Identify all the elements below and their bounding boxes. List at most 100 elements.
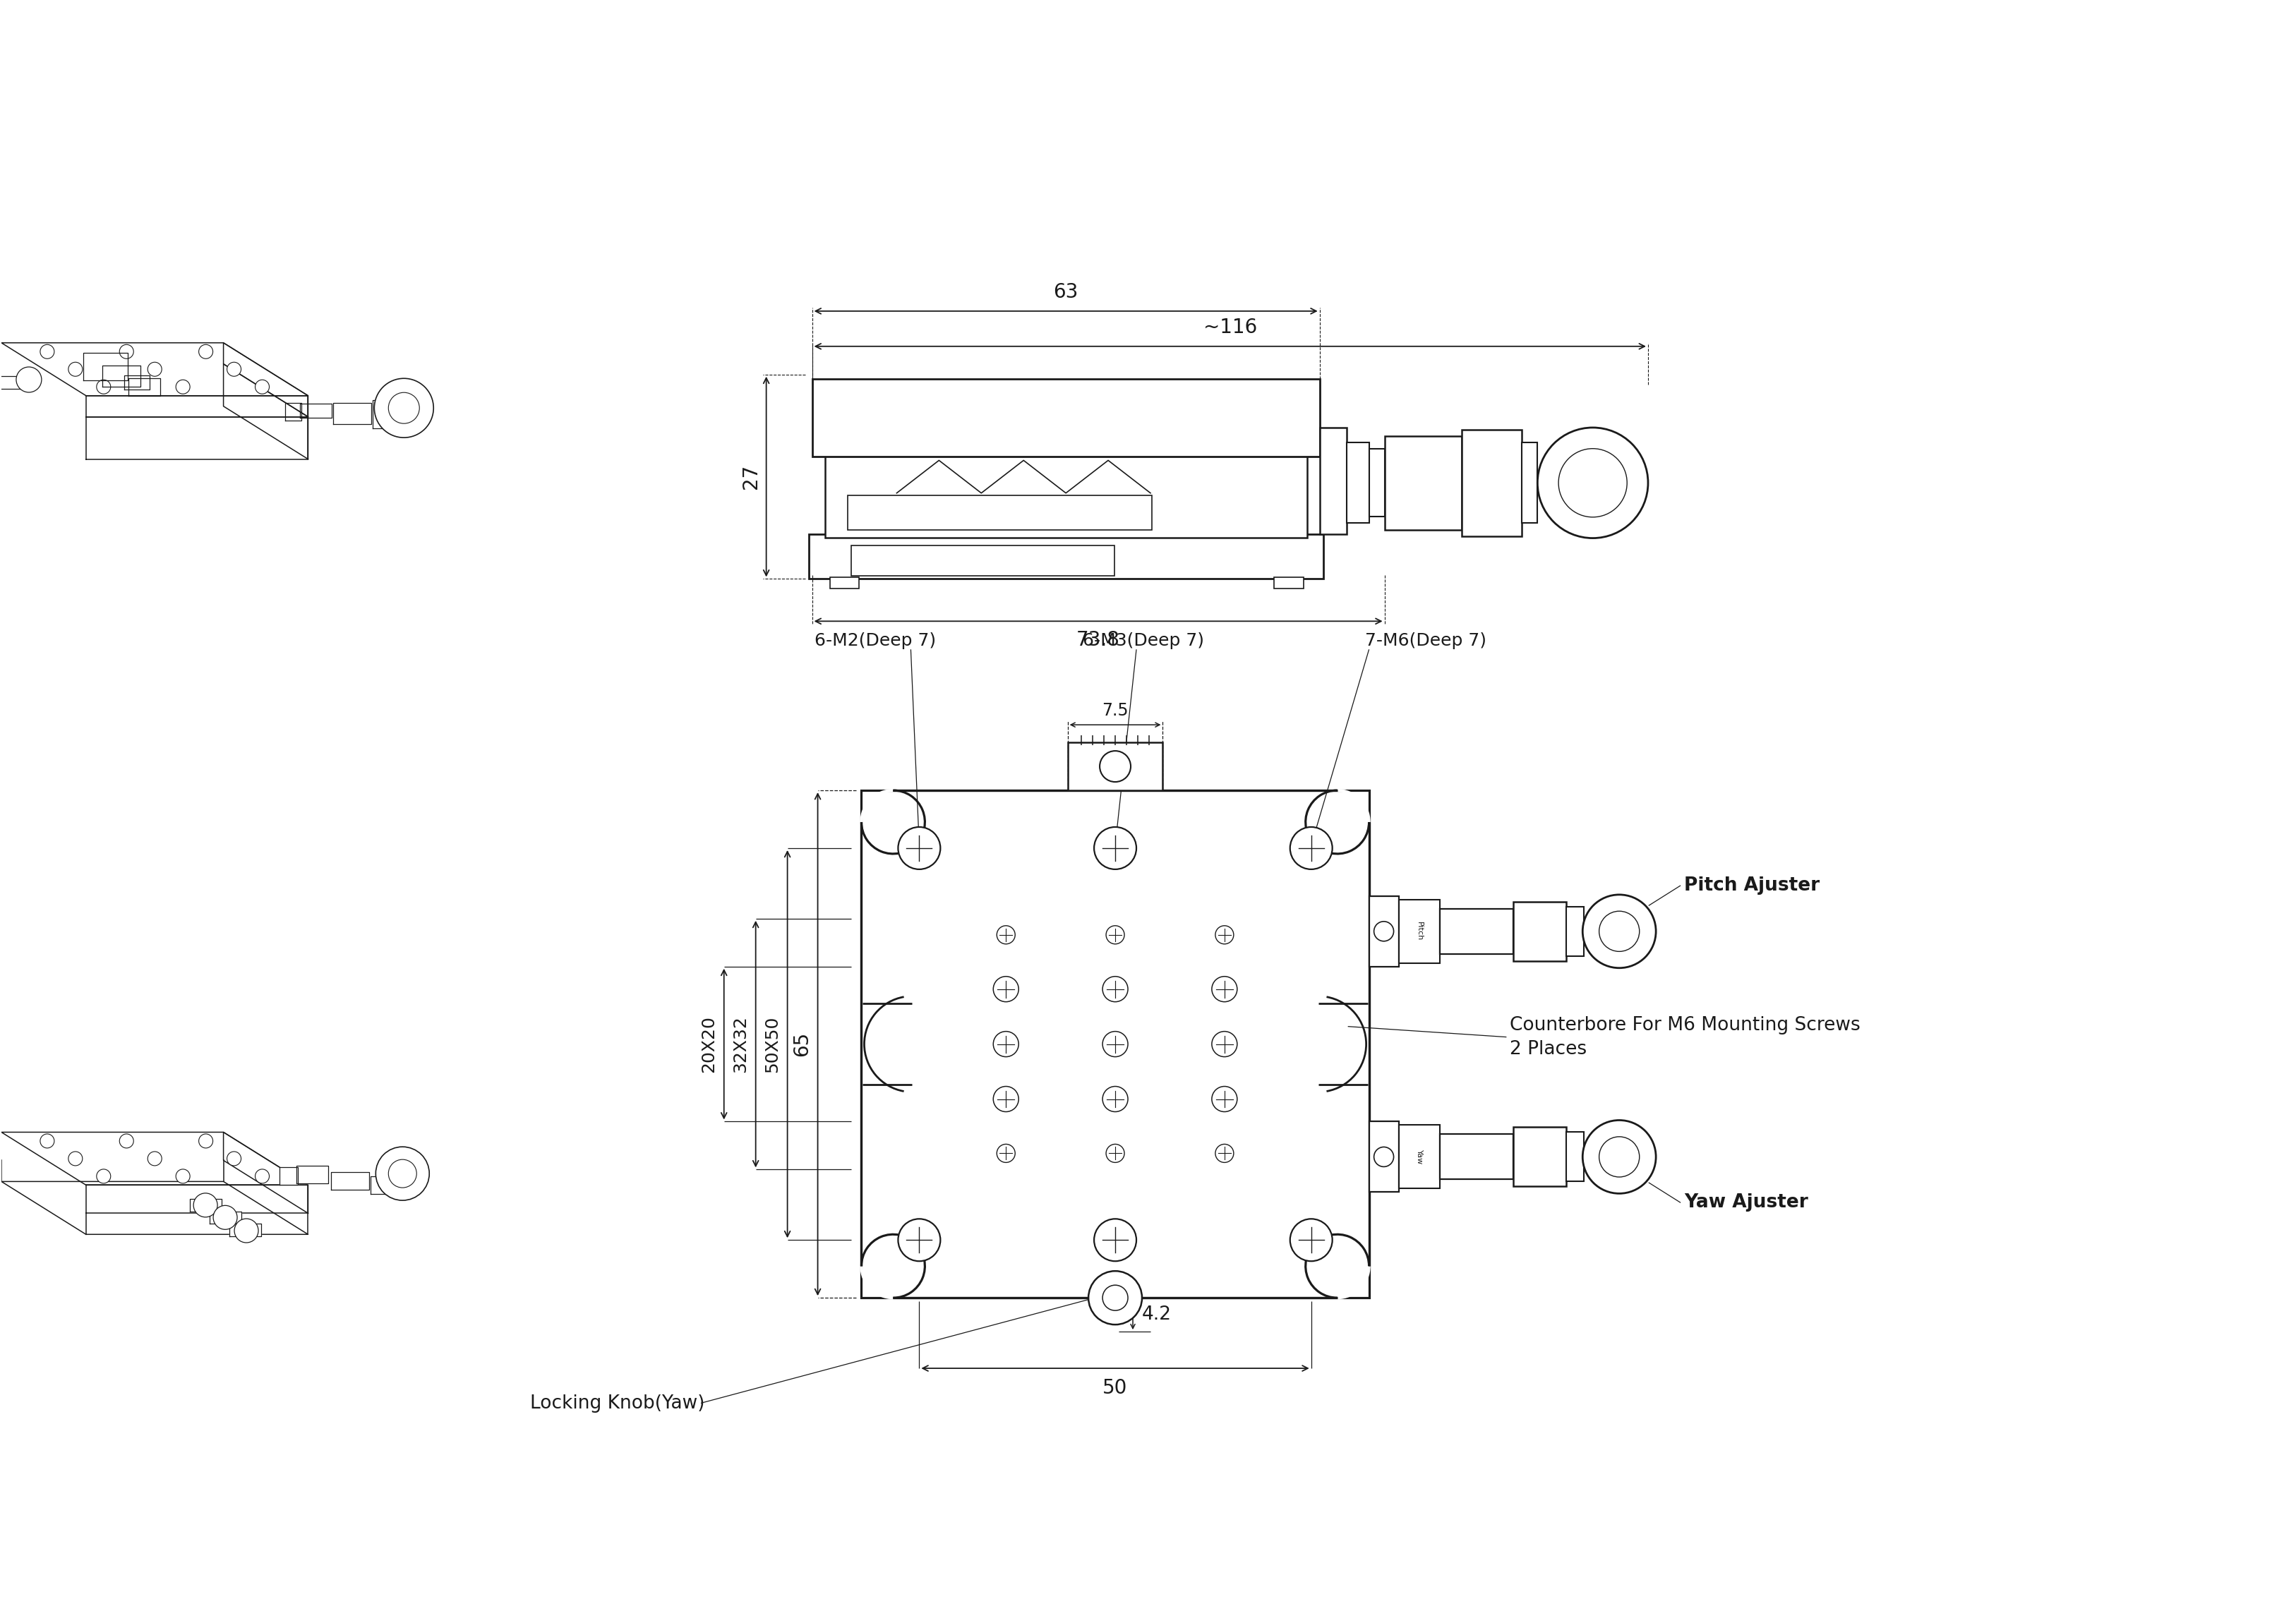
Circle shape [1215, 925, 1233, 945]
Circle shape [16, 367, 41, 393]
Text: Counterbore For M6 Mounting Screws
2 Places: Counterbore For M6 Mounting Screws 2 Pla… [1511, 1016, 1860, 1058]
Circle shape [177, 1169, 191, 1183]
Circle shape [898, 1219, 941, 1261]
Circle shape [147, 362, 161, 377]
Circle shape [388, 1159, 416, 1188]
Bar [1440, 909, 1513, 954]
Circle shape [374, 378, 434, 438]
Bar [852, 545, 1116, 576]
Bar [1068, 742, 1162, 790]
Bar [1384, 437, 1463, 529]
Text: 32X32: 32X32 [732, 1016, 748, 1073]
Circle shape [1095, 828, 1137, 870]
Bar [808, 534, 1322, 579]
Bar [1513, 902, 1566, 961]
Bar [1463, 430, 1522, 536]
Bar [813, 378, 1320, 456]
Circle shape [377, 1147, 429, 1201]
Circle shape [996, 1144, 1015, 1162]
Circle shape [193, 1193, 218, 1217]
Bar [1368, 1121, 1398, 1191]
Circle shape [39, 344, 55, 359]
Text: 65: 65 [792, 1032, 813, 1057]
Circle shape [1212, 1086, 1238, 1112]
Bar [1320, 428, 1345, 534]
Circle shape [1102, 1285, 1127, 1310]
Text: Pitch: Pitch [1417, 922, 1424, 941]
Circle shape [994, 1086, 1019, 1112]
Circle shape [200, 344, 214, 359]
Circle shape [388, 393, 420, 424]
Circle shape [177, 380, 191, 394]
Bar [1345, 443, 1368, 523]
Text: 73.8: 73.8 [1077, 630, 1120, 651]
Bar [1398, 899, 1440, 962]
Circle shape [119, 344, 133, 359]
Circle shape [227, 1152, 241, 1165]
Polygon shape [280, 1167, 298, 1185]
Polygon shape [191, 1199, 220, 1211]
Polygon shape [230, 1224, 262, 1237]
Circle shape [1102, 1086, 1127, 1112]
Circle shape [214, 1206, 236, 1230]
Circle shape [1107, 1144, 1125, 1162]
Circle shape [1538, 427, 1649, 539]
Bar [1274, 578, 1304, 589]
Circle shape [996, 925, 1015, 945]
Bar [829, 578, 859, 589]
Bar [1522, 443, 1538, 523]
Text: ~116: ~116 [1203, 318, 1256, 338]
Circle shape [69, 362, 83, 377]
Circle shape [1212, 1031, 1238, 1057]
Circle shape [1598, 1136, 1639, 1177]
Text: 6-M2(Deep 7): 6-M2(Deep 7) [815, 633, 937, 649]
Bar [1566, 1133, 1584, 1182]
Circle shape [96, 1169, 110, 1183]
Circle shape [1582, 1120, 1655, 1193]
Text: Yaw: Yaw [1417, 1149, 1424, 1164]
Circle shape [994, 977, 1019, 1001]
Circle shape [1373, 1147, 1394, 1167]
Circle shape [255, 1169, 269, 1183]
Text: 50: 50 [1102, 1378, 1127, 1397]
Circle shape [898, 828, 941, 870]
Circle shape [1290, 828, 1332, 870]
Circle shape [1102, 1031, 1127, 1057]
Circle shape [147, 1152, 161, 1165]
Circle shape [234, 1219, 259, 1243]
Circle shape [1107, 925, 1125, 945]
Polygon shape [331, 1172, 370, 1190]
Circle shape [1215, 1144, 1233, 1162]
Bar [1566, 907, 1584, 956]
Circle shape [1100, 751, 1130, 782]
Circle shape [1582, 894, 1655, 967]
Text: Yaw Ajuster: Yaw Ajuster [1685, 1193, 1809, 1212]
Circle shape [1290, 1219, 1332, 1261]
Circle shape [227, 362, 241, 377]
Circle shape [119, 1134, 133, 1147]
Text: 4.2: 4.2 [1141, 1305, 1171, 1324]
Circle shape [1095, 1219, 1137, 1261]
Text: 50X50: 50X50 [765, 1016, 781, 1073]
Circle shape [1373, 922, 1394, 941]
Bar [847, 495, 1153, 529]
Circle shape [1598, 911, 1639, 951]
Bar [1513, 1128, 1566, 1186]
Polygon shape [0, 377, 32, 388]
Polygon shape [296, 1165, 328, 1183]
Polygon shape [209, 1211, 241, 1224]
Text: Pitch Ajuster: Pitch Ajuster [1685, 876, 1821, 894]
Text: 63: 63 [1054, 282, 1079, 302]
Circle shape [96, 380, 110, 394]
Text: 27: 27 [742, 464, 760, 489]
Circle shape [39, 1134, 55, 1147]
Text: 7-M6(Deep 7): 7-M6(Deep 7) [1364, 633, 1486, 649]
Bar [1398, 1125, 1440, 1188]
Bar [824, 453, 1306, 539]
Polygon shape [370, 1177, 400, 1195]
Text: Locking Knob(Yaw): Locking Knob(Yaw) [530, 1394, 705, 1412]
Circle shape [200, 1134, 214, 1147]
Bar [1368, 896, 1398, 967]
Circle shape [69, 1152, 83, 1165]
Text: 6-M3(Deep 7): 6-M3(Deep 7) [1084, 633, 1203, 649]
